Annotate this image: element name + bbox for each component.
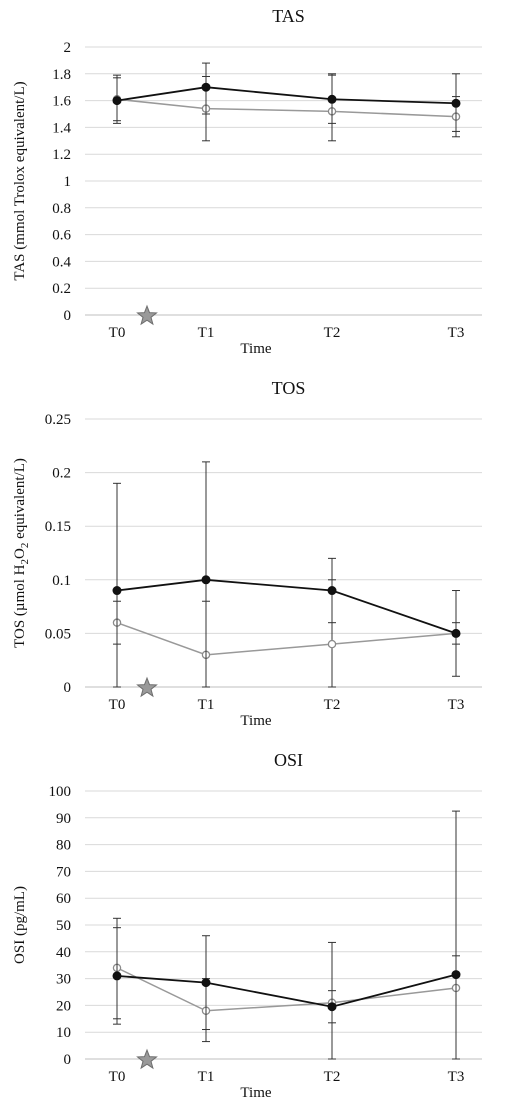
x-tick-label: T3 xyxy=(448,697,465,713)
data-point xyxy=(201,978,211,988)
x-tick-label: T1 xyxy=(198,325,215,341)
y-tick-label: 2 xyxy=(64,40,72,56)
data-point xyxy=(112,971,122,981)
osi-chart: 0 10 20 30 40 50 60 70 80 90 100 OSI T0 T1 T2 T3 Time OSI… xyxy=(12,750,482,1101)
y-tick-label: 0.05 xyxy=(45,626,71,642)
star-icon xyxy=(136,676,158,698)
series-black xyxy=(112,810,461,1060)
y-tick-label: 0.15 xyxy=(45,519,71,535)
y-tick-label: 0.25 xyxy=(45,412,71,428)
x-tick-label: T1 xyxy=(198,1069,215,1085)
data-point xyxy=(327,586,337,596)
x-tick-label: T2 xyxy=(324,1069,341,1085)
x-tick-label: T0 xyxy=(109,697,126,713)
y-tick-label: 0.4 xyxy=(52,254,71,270)
series-line xyxy=(116,973,457,1008)
y-tick-label: 50 xyxy=(56,918,71,934)
y-axis-label-part: 2 xyxy=(19,543,31,549)
data-point xyxy=(451,970,461,980)
x-tick-label: T2 xyxy=(324,697,341,713)
y-axis-label-part: TOS (µmol H xyxy=(12,564,28,648)
y-axis-label: TOS (µmol H2O2 equivalent/L) xyxy=(12,458,31,648)
y-axis-label-part: 2 xyxy=(19,559,31,565)
y-tick-label: 1.6 xyxy=(52,94,71,110)
series-grey xyxy=(112,917,461,1060)
data-point xyxy=(201,82,211,92)
y-tick-label: 0 xyxy=(64,308,72,324)
y-tick-label: 0 xyxy=(64,1052,72,1068)
series-black xyxy=(112,62,461,132)
osi-panel: 0 10 20 30 40 50 60 70 80 90 100 OSI T0 T1 T2 T3 Time OSI… xyxy=(0,744,510,1106)
y-tick-label: 1.8 xyxy=(52,67,71,83)
data-point xyxy=(112,586,122,596)
x-tick-label: T3 xyxy=(448,1069,465,1085)
series-line xyxy=(116,86,457,105)
star-icon xyxy=(136,304,158,326)
data-point xyxy=(112,96,122,106)
x-axis-label: Time xyxy=(240,341,271,357)
x-axis-label: Time xyxy=(240,1085,271,1101)
series-line xyxy=(116,621,457,656)
series-line xyxy=(116,967,457,1012)
x-axis-label: Time xyxy=(240,713,271,729)
y-tick-label: 10 xyxy=(56,1025,71,1041)
y-tick-label: 1 xyxy=(64,174,72,190)
data-point xyxy=(451,628,461,638)
data-point xyxy=(327,94,337,104)
chart-title: TAS xyxy=(272,6,305,26)
y-tick-label: 70 xyxy=(56,864,71,880)
tas-panel: 0 0.2 0.4 0.6 0.8 1 1.2 1.4 1.6 1.8 2 TAS T0 T1 T2 T3 Ti… xyxy=(0,0,510,362)
series-line xyxy=(116,578,457,635)
data-point xyxy=(327,639,337,649)
tos-chart: 0 0.05 0.1 0.15 0.2 0.25 TOS T0 T1 T2 T3 Time TOS (µ… xyxy=(12,378,482,729)
y-tick-label: 0.2 xyxy=(52,466,71,482)
x-tick-label: T2 xyxy=(324,325,341,341)
y-axis-label-part: equivalent/L) xyxy=(12,458,28,543)
x-tick-label: T3 xyxy=(448,325,465,341)
y-tick-label: 30 xyxy=(56,972,71,988)
series-line xyxy=(116,98,457,118)
chart-title: OSI xyxy=(274,750,303,770)
data-point xyxy=(451,98,461,108)
y-tick-label: 90 xyxy=(56,811,71,827)
y-tick-label: 80 xyxy=(56,838,71,854)
y-axis-label: TAS (mmol Trolox equivalent/L) xyxy=(12,81,28,280)
y-tick-label: 1.4 xyxy=(52,120,71,136)
series-black xyxy=(112,461,461,688)
y-axis-label-part: O xyxy=(12,548,28,559)
y-tick-label: 0.6 xyxy=(52,228,71,244)
x-tick-label: T0 xyxy=(109,1069,126,1085)
chart-title: TOS xyxy=(272,378,306,398)
x-tick-label: T0 xyxy=(109,325,126,341)
y-tick-label: 40 xyxy=(56,945,71,961)
tos-panel: 0 0.05 0.1 0.15 0.2 0.25 TOS T0 T1 T2 T3 Time TOS (µ… xyxy=(0,372,510,734)
tas-chart: 0 0.2 0.4 0.6 0.8 1 1.2 1.4 1.6 1.8 2 TAS T0 T1 T2 T3 Ti… xyxy=(12,6,482,357)
star-icon xyxy=(136,1048,158,1070)
y-tick-label: 100 xyxy=(49,784,72,800)
y-axis-label: OSI (pg/mL) xyxy=(12,886,28,964)
y-tick-label: 0.2 xyxy=(52,281,71,297)
y-tick-label: 0 xyxy=(64,680,72,696)
data-point xyxy=(201,575,211,585)
y-tick-label: 0.8 xyxy=(52,201,71,217)
series-grey xyxy=(112,73,461,142)
y-tick-label: 0.1 xyxy=(52,573,71,589)
x-tick-label: T1 xyxy=(198,697,215,713)
y-tick-label: 20 xyxy=(56,998,71,1014)
y-tick-label: 1.2 xyxy=(52,147,71,163)
data-point xyxy=(327,1002,337,1012)
y-tick-label: 60 xyxy=(56,891,71,907)
